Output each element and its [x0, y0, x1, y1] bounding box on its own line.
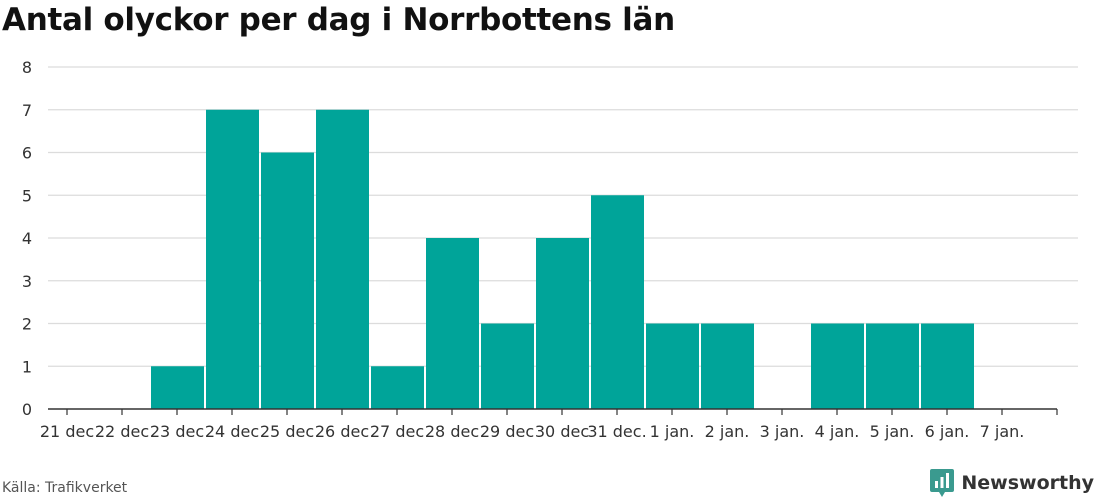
x-axis	[48, 408, 1058, 415]
x-tick-label: 6 jan.	[925, 422, 970, 441]
y-tick-label: 4	[22, 229, 32, 248]
x-tick-label: 25 dec	[260, 422, 314, 441]
bar-chart-logo-icon	[930, 469, 955, 497]
bar-chart: 0 1 2 3 4 5 6 7 8 21 dec 22 dec 23 dec 24 dec 25 dec…	[22, 58, 1078, 441]
x-tick-label: 3 jan.	[760, 422, 805, 441]
y-tick-label: 5	[22, 186, 32, 205]
x-tick-label: 26 dec	[315, 422, 369, 441]
y-tick-label: 6	[22, 144, 32, 163]
brand-logo: Newsworthy	[929, 466, 1094, 500]
bar	[536, 238, 589, 409]
x-tick-label: 28 dec	[425, 422, 479, 441]
bar	[426, 238, 479, 409]
x-tick-label: 1 jan.	[650, 422, 695, 441]
chart-title: Antal olyckor per dag i Norrbottens län	[2, 2, 675, 38]
source-note: Källa: Trafikverket	[2, 480, 128, 496]
y-tick-label: 2	[22, 315, 32, 334]
x-tick-label: 27 dec	[370, 422, 424, 441]
y-tick-label: 7	[22, 101, 32, 120]
y-tick-label: 8	[22, 58, 32, 77]
bar	[261, 152, 314, 409]
x-tick-label: 29 dec	[480, 422, 534, 441]
bar	[866, 323, 919, 409]
bar	[206, 109, 259, 409]
bar	[701, 323, 754, 409]
bars	[151, 109, 974, 409]
bar	[481, 323, 534, 409]
x-tick-label: 2 jan.	[705, 422, 750, 441]
y-tick-label: 1	[22, 357, 32, 376]
bar	[921, 323, 974, 409]
bar	[151, 366, 204, 409]
bar	[646, 323, 699, 409]
x-tick-label: 24 dec	[205, 422, 259, 441]
bar	[316, 109, 369, 409]
brand-name: Newsworthy	[961, 472, 1094, 494]
bar	[371, 366, 424, 409]
x-tick-label: 4 jan.	[815, 422, 860, 441]
x-tick-label: 7 jan.	[980, 422, 1025, 441]
y-tick-label: 0	[22, 400, 32, 419]
bar	[811, 323, 864, 409]
x-tick-label: 21 dec	[40, 422, 94, 441]
bar	[591, 195, 644, 409]
x-tick-label: 31 dec.	[587, 422, 646, 441]
y-axis-labels: 0 1 2 3 4 5 6 7 8	[22, 58, 32, 419]
x-tick-label: 5 jan.	[870, 422, 915, 441]
y-tick-label: 3	[22, 272, 32, 291]
x-axis-labels: 21 dec 22 dec 23 dec 24 dec 25 dec 26 dec 27 d…	[40, 422, 1025, 441]
x-tick-label: 22 dec	[95, 422, 149, 441]
x-tick-label: 23 dec	[150, 422, 204, 441]
x-tick-label: 30 dec	[535, 422, 589, 441]
